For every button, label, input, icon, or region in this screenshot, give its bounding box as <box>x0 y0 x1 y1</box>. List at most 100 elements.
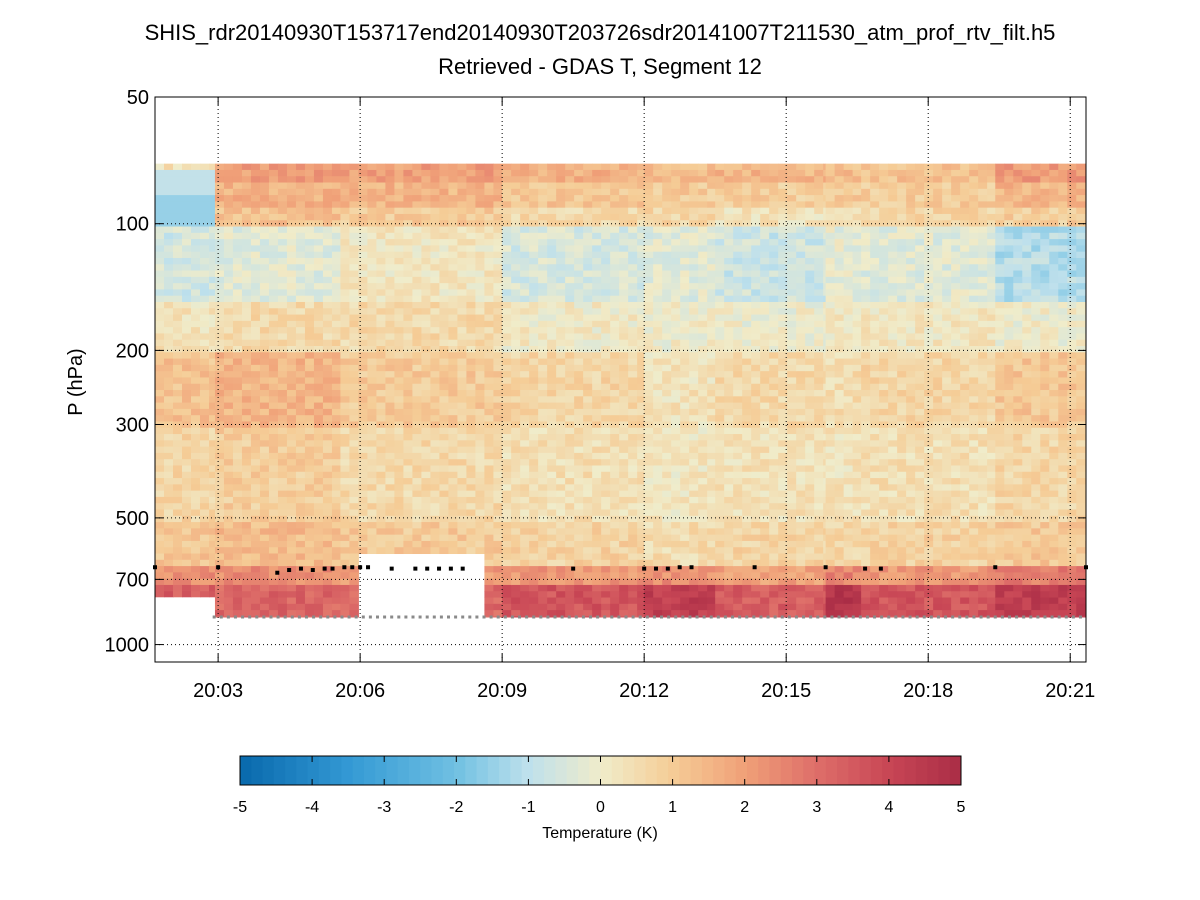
heatmap-cell <box>250 572 261 580</box>
heatmap-cell <box>164 402 174 410</box>
heatmap-cell <box>268 352 279 360</box>
heatmap-cell <box>322 333 333 341</box>
heatmap-cell <box>313 327 324 334</box>
heatmap-cell <box>313 597 324 605</box>
heatmap-cell <box>707 509 716 517</box>
heatmap-cell <box>340 251 350 259</box>
heatmap-cell <box>313 352 324 360</box>
heatmap-cell <box>628 364 638 372</box>
heatmap-cell <box>304 195 315 202</box>
heatmap-cell <box>715 446 725 454</box>
heatmap-cell <box>778 220 788 228</box>
heatmap-cell <box>277 283 288 290</box>
heatmap-cell <box>340 176 350 184</box>
heatmap-cell <box>394 207 404 215</box>
heatmap-cell <box>475 364 485 372</box>
heatmap-cell <box>619 584 629 592</box>
heatmap-cell <box>662 195 672 202</box>
heatmap-cell <box>637 169 645 177</box>
heatmap-cell <box>313 396 324 404</box>
heatmap-cell <box>511 383 521 391</box>
heatmap-cell <box>214 490 225 498</box>
heatmap-cell <box>628 390 638 397</box>
heatmap-cell <box>209 195 216 202</box>
heatmap-cell <box>241 213 252 221</box>
heatmap-cell <box>742 484 752 492</box>
heatmap-cell <box>760 528 770 536</box>
heatmap-cell <box>698 308 708 316</box>
heatmap-cell <box>466 201 476 209</box>
heatmap-cell <box>520 169 530 177</box>
heatmap-cell <box>715 427 725 435</box>
heatmap-cell <box>484 276 494 284</box>
heatmap-cell <box>259 540 270 548</box>
heatmap-cell <box>484 289 494 297</box>
heatmap-cell <box>671 540 681 548</box>
heatmap-cell <box>340 528 350 536</box>
heatmap-cell <box>565 427 575 435</box>
heatmap-cell <box>322 591 333 599</box>
heatmap-cell <box>751 308 761 316</box>
heatmap-cell <box>689 553 699 561</box>
heatmap-cell <box>164 540 174 548</box>
heatmap-cell <box>689 478 699 485</box>
heatmap-cell <box>214 346 225 353</box>
heatmap-cell <box>182 270 192 278</box>
heatmap-cell <box>653 452 663 460</box>
heatmap-cell <box>304 270 315 278</box>
heatmap-cell <box>637 226 645 234</box>
heatmap-cell <box>421 440 431 448</box>
heatmap-cell <box>421 503 431 510</box>
heatmap-cell <box>430 339 440 347</box>
heatmap-cell <box>529 239 539 246</box>
heatmap-cell <box>173 176 183 184</box>
heatmap-cell <box>724 371 734 378</box>
heatmap-cell <box>295 528 306 536</box>
heatmap-cell <box>520 289 530 297</box>
heatmap-cell <box>223 327 234 334</box>
heatmap-cell <box>484 578 494 586</box>
heatmap-cell <box>295 270 306 278</box>
heatmap-cell <box>529 352 539 360</box>
heatmap-cell <box>466 320 476 328</box>
heatmap-cell <box>511 371 521 378</box>
heatmap-cell <box>556 522 566 529</box>
heatmap-cell <box>304 421 315 429</box>
heatmap-cell <box>574 188 584 196</box>
heatmap-cell <box>295 213 306 221</box>
heatmap-cell <box>214 572 225 580</box>
heatmap-cell <box>653 610 663 617</box>
heatmap-cell <box>592 509 602 517</box>
heatmap-cell <box>331 415 341 422</box>
heatmap-cell <box>182 213 192 221</box>
heatmap-cell <box>430 434 440 441</box>
heatmap-cell <box>592 591 602 599</box>
heatmap-cell <box>742 396 752 404</box>
heatmap-cell <box>662 578 672 586</box>
heatmap-cell <box>448 421 458 429</box>
heatmap-cell <box>304 308 315 316</box>
heatmap-cell <box>277 182 288 190</box>
heatmap-cell <box>628 301 638 309</box>
heatmap-cell <box>565 257 575 265</box>
heatmap-cell <box>412 257 422 265</box>
heatmap-cell <box>250 509 261 517</box>
heatmap-cell <box>223 484 234 492</box>
heatmap-cell <box>751 333 761 341</box>
heatmap-cell <box>733 572 743 580</box>
heatmap-cell <box>331 308 341 316</box>
heatmap-cell <box>313 528 324 536</box>
heatmap-cell <box>214 478 225 485</box>
heatmap-cell <box>448 396 458 404</box>
heatmap-cell <box>349 276 359 284</box>
heatmap-cell <box>733 352 743 360</box>
heatmap-cell <box>367 528 377 536</box>
heatmap-cell <box>511 465 521 473</box>
heatmap-cell <box>653 232 663 240</box>
heatmap-cell <box>484 402 494 410</box>
heatmap-cell <box>556 591 566 599</box>
heatmap-cell <box>277 515 288 523</box>
heatmap-cell <box>295 239 306 246</box>
heatmap-cell <box>502 320 512 328</box>
heatmap-cell <box>403 308 413 316</box>
